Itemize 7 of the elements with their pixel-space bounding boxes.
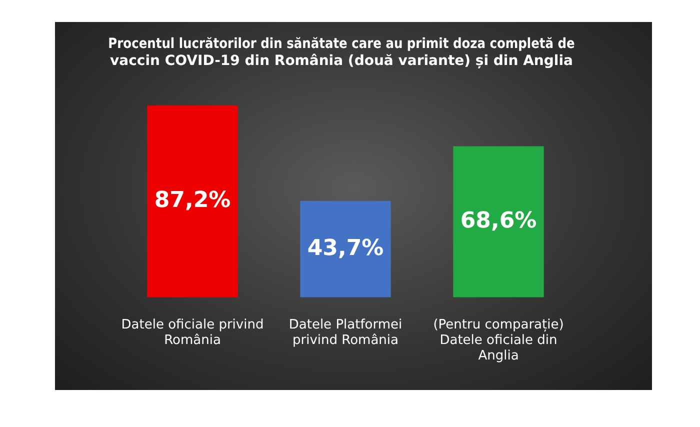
x-tick-label: (Pentru comparație) Datele oficiale din Anglia: [433, 317, 564, 364]
x-tick-label: Datele Platformei privind România: [288, 317, 402, 348]
data-label: 87,2%: [154, 188, 231, 214]
x-tick-label: Datele oficiale privind România: [121, 317, 264, 348]
data-label: 68,6%: [460, 208, 537, 234]
data-label: 43,7%: [307, 236, 384, 261]
chart-title: Procentul lucrătorilor din sănătate care au primit doza completă de vaccin COVID-19 din România (două variante) și din Anglia: [108, 36, 575, 69]
